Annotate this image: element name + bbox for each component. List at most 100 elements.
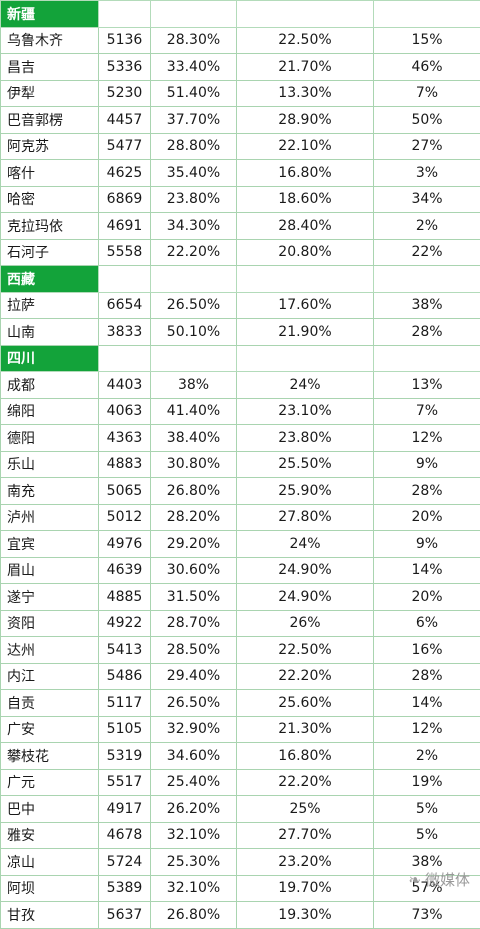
empty-cell xyxy=(237,1,374,28)
value-cell: 28.90% xyxy=(237,107,374,134)
value-cell: 5105 xyxy=(99,716,151,743)
city-name-cell: 克拉玛依 xyxy=(1,213,99,240)
value-cell: 28% xyxy=(374,663,480,690)
value-cell: 25.90% xyxy=(237,478,374,505)
value-cell: 73% xyxy=(374,902,480,929)
city-name-cell: 巴中 xyxy=(1,796,99,823)
value-cell: 27% xyxy=(374,133,480,160)
city-name-cell: 达州 xyxy=(1,637,99,664)
value-cell: 29.40% xyxy=(151,663,237,690)
value-cell: 30.60% xyxy=(151,557,237,584)
value-cell: 22.10% xyxy=(237,133,374,160)
city-name-cell: 遂宁 xyxy=(1,584,99,611)
value-cell: 19% xyxy=(374,769,480,796)
value-cell: 32.90% xyxy=(151,716,237,743)
value-cell: 23.80% xyxy=(151,186,237,213)
value-cell: 23.10% xyxy=(237,398,374,425)
empty-cell xyxy=(237,345,374,372)
city-name-cell: 阿克苏 xyxy=(1,133,99,160)
value-cell: 26% xyxy=(237,610,374,637)
value-cell: 5230 xyxy=(99,80,151,107)
city-name-cell: 眉山 xyxy=(1,557,99,584)
empty-cell xyxy=(237,266,374,293)
value-cell: 5486 xyxy=(99,663,151,690)
value-cell: 5136 xyxy=(99,27,151,54)
value-cell: 22.50% xyxy=(237,637,374,664)
value-cell: 2% xyxy=(374,213,480,240)
value-cell: 4885 xyxy=(99,584,151,611)
value-cell: 32.10% xyxy=(151,875,237,902)
value-cell: 50% xyxy=(374,107,480,134)
value-cell: 25.50% xyxy=(237,451,374,478)
value-cell: 7% xyxy=(374,398,480,425)
value-cell: 26.80% xyxy=(151,902,237,929)
value-cell: 4922 xyxy=(99,610,151,637)
city-name-cell: 凉山 xyxy=(1,849,99,876)
value-cell: 34.30% xyxy=(151,213,237,240)
value-cell: 9% xyxy=(374,451,480,478)
value-cell: 12% xyxy=(374,716,480,743)
city-name-cell: 拉萨 xyxy=(1,292,99,319)
watermark-text: 微媒体 xyxy=(425,869,470,890)
city-name-cell: 巴音郭楞 xyxy=(1,107,99,134)
value-cell: 28% xyxy=(374,478,480,505)
value-cell: 5558 xyxy=(99,239,151,266)
city-name-cell: 乐山 xyxy=(1,451,99,478)
city-name-cell: 昌吉 xyxy=(1,54,99,81)
value-cell: 28.50% xyxy=(151,637,237,664)
value-cell: 24% xyxy=(237,372,374,399)
value-cell: 28.40% xyxy=(237,213,374,240)
city-name-cell: 伊犁 xyxy=(1,80,99,107)
city-name-cell: 绵阳 xyxy=(1,398,99,425)
city-name-cell: 泸州 xyxy=(1,504,99,531)
value-cell: 19.30% xyxy=(237,902,374,929)
city-name-cell: 成都 xyxy=(1,372,99,399)
value-cell: 5012 xyxy=(99,504,151,531)
value-cell: 6869 xyxy=(99,186,151,213)
value-cell: 4625 xyxy=(99,160,151,187)
value-cell: 7% xyxy=(374,80,480,107)
city-name-cell: 喀什 xyxy=(1,160,99,187)
city-name-cell: 德阳 xyxy=(1,425,99,452)
empty-cell xyxy=(374,345,480,372)
value-cell: 13.30% xyxy=(237,80,374,107)
city-name-cell: 阿坝 xyxy=(1,875,99,902)
value-cell: 34% xyxy=(374,186,480,213)
value-cell: 4403 xyxy=(99,372,151,399)
value-cell: 26.20% xyxy=(151,796,237,823)
value-cell: 41.40% xyxy=(151,398,237,425)
value-cell: 6654 xyxy=(99,292,151,319)
value-cell: 3% xyxy=(374,160,480,187)
value-cell: 38% xyxy=(151,372,237,399)
value-cell: 50.10% xyxy=(151,319,237,346)
empty-cell xyxy=(151,1,237,28)
value-cell: 28.70% xyxy=(151,610,237,637)
city-name-cell: 广元 xyxy=(1,769,99,796)
value-cell: 25.40% xyxy=(151,769,237,796)
city-name-cell: 乌鲁木齐 xyxy=(1,27,99,54)
value-cell: 22.20% xyxy=(237,663,374,690)
value-cell: 5117 xyxy=(99,690,151,717)
value-cell: 5389 xyxy=(99,875,151,902)
value-cell: 23.80% xyxy=(237,425,374,452)
value-cell: 4457 xyxy=(99,107,151,134)
value-cell: 30.80% xyxy=(151,451,237,478)
city-name-cell: 山南 xyxy=(1,319,99,346)
city-name-cell: 资阳 xyxy=(1,610,99,637)
value-cell: 4691 xyxy=(99,213,151,240)
value-cell: 26.80% xyxy=(151,478,237,505)
